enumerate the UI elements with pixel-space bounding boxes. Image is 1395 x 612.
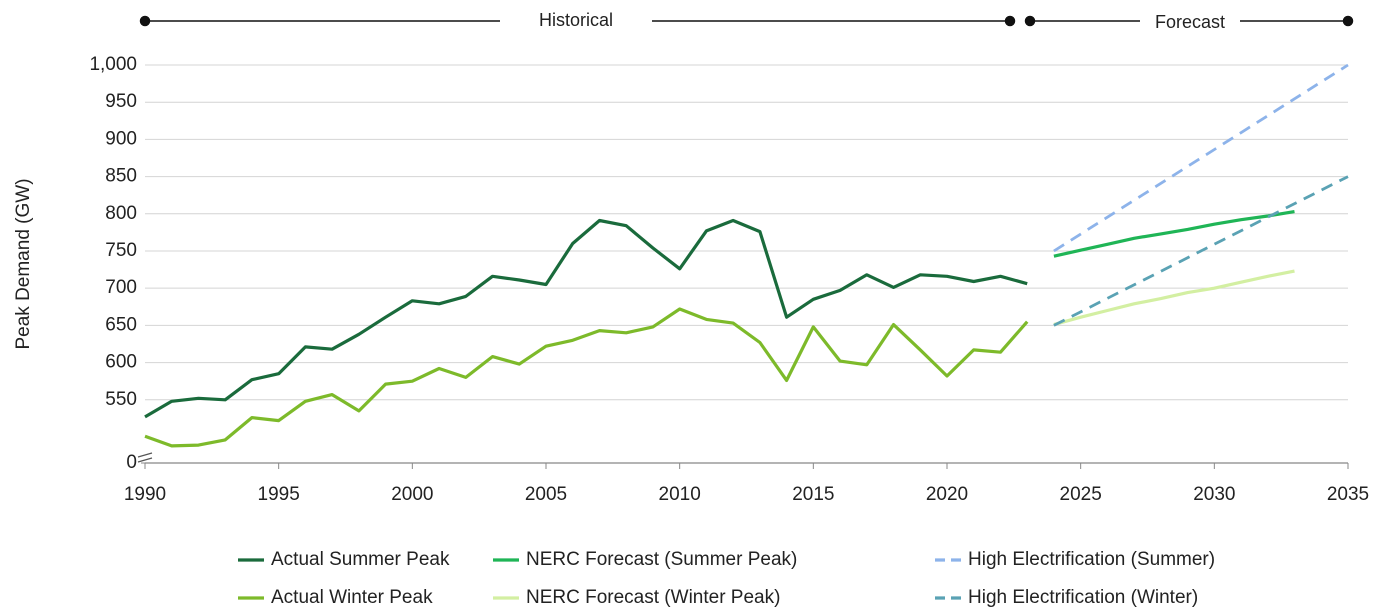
legend-label: Actual Summer Peak bbox=[271, 549, 450, 570]
bracket-end bbox=[139, 15, 151, 27]
y-tick-label: 900 bbox=[105, 128, 137, 149]
y-tick-label: 550 bbox=[105, 389, 137, 410]
x-tick-label: 2020 bbox=[926, 484, 968, 505]
legend-label: High Electrification (Summer) bbox=[968, 549, 1215, 570]
axis-break bbox=[137, 452, 153, 458]
historical-label: Historical bbox=[539, 10, 613, 30]
bracket-end bbox=[1024, 15, 1036, 27]
x-tick-label: 2015 bbox=[792, 484, 834, 505]
x-tick-label: 1990 bbox=[124, 484, 166, 505]
series-line bbox=[1053, 63, 1349, 253]
y-tick-label: 950 bbox=[105, 91, 137, 112]
y-tick-label: 800 bbox=[105, 203, 137, 224]
x-tick-label: 2035 bbox=[1327, 484, 1369, 505]
y-tick-label: 700 bbox=[105, 277, 137, 298]
legend-label: High Electrification (Winter) bbox=[968, 587, 1198, 608]
y-tick-label: 850 bbox=[105, 166, 137, 187]
series-line bbox=[1053, 269, 1295, 327]
y-tick-label: 1,000 bbox=[89, 54, 137, 75]
series-line bbox=[144, 218, 1028, 419]
x-tick-label: 2000 bbox=[391, 484, 433, 505]
y-tick-label: 650 bbox=[105, 314, 137, 335]
bracket-end bbox=[1342, 15, 1354, 27]
period-brackets bbox=[139, 15, 1354, 27]
y-tick-label: 750 bbox=[105, 240, 137, 261]
axis-break bbox=[137, 457, 153, 463]
legend-label: Actual Winter Peak bbox=[271, 587, 433, 608]
legend-label: NERC Forecast (Winter Peak) bbox=[526, 587, 780, 608]
bracket-end bbox=[1004, 15, 1016, 27]
series-line bbox=[1053, 210, 1295, 258]
x-tick-label: 2030 bbox=[1193, 484, 1235, 505]
series-line bbox=[144, 307, 1029, 448]
legend-label: NERC Forecast (Summer Peak) bbox=[526, 549, 797, 570]
y-axis-label: Peak Demand (GW) bbox=[13, 178, 34, 349]
x-tick-label: 2005 bbox=[525, 484, 567, 505]
forecast-label: Forecast bbox=[1155, 12, 1225, 32]
x-tick-label: 2010 bbox=[659, 484, 701, 505]
x-tick-label: 1995 bbox=[258, 484, 300, 505]
y-tick-label: 0 bbox=[126, 452, 137, 473]
series-line bbox=[1053, 175, 1349, 327]
x-tick-label: 2025 bbox=[1060, 484, 1102, 505]
y-tick-label: 600 bbox=[105, 352, 137, 373]
